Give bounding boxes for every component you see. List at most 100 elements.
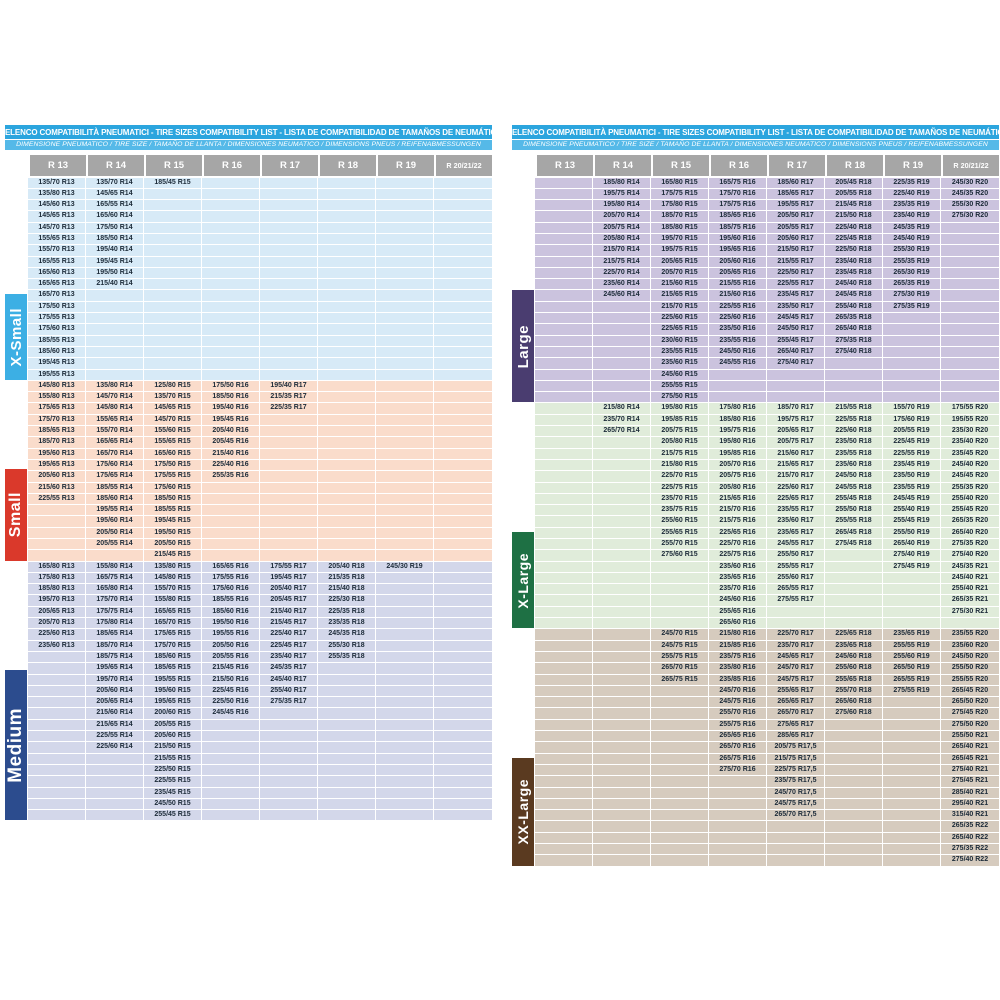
tire-size-cell [535,663,593,674]
tire-size-cell: 255/45 R20 [941,505,999,516]
tire-size-cell [535,380,593,392]
tire-size-cell: 185/45 R15 [144,177,202,188]
tire-size-cell [535,459,593,471]
tire-size-cell [376,482,434,493]
tire-size-cell [28,505,86,516]
tire-size-cell: 275/40 R22 [941,855,999,866]
tire-size-cell [941,256,999,267]
tire-size-cell: 275/35 R17 [260,697,318,708]
tire-size-cell [535,358,593,369]
table-row: 245/70 R17,5 285/40 R21 [535,787,999,798]
tire-size-cell: 195/50 R16 [202,618,260,629]
tire-size-cell: 255/50 R19 [883,527,941,538]
tire-size-cell: 175/75 R16 [709,200,767,211]
tire-size-cell [535,188,593,200]
tire-size-cell [593,380,651,392]
tire-size-cell: 245/55 R17 [767,539,825,550]
tire-size-cell [202,550,260,561]
tire-size-cell [376,493,434,505]
tire-size-cell [434,561,492,572]
tire-size-cell [825,550,883,561]
tire-size-cell [260,787,318,798]
tire-size-cell [144,369,202,380]
tire-size-cell: 205/55 R19 [883,426,941,437]
tire-size-cell [941,313,999,324]
tire-size-cell [434,482,492,493]
column-header: R 15 [146,154,202,176]
tire-size-cell [593,392,651,403]
tire-size-cell: 235/45 R15 [144,787,202,798]
tire-size-cell: 215/75 R17,5 [767,753,825,764]
tire-size-cell: 275/55 R17 [767,595,825,606]
tire-size-cell [825,584,883,595]
tire-size-cell: 195/50 R14 [86,267,144,279]
tire-size-cell: 235/60 R20 [941,640,999,651]
tire-size-cell: 265/35 R18 [825,313,883,324]
tire-size-cell: 255/35 R19 [883,256,941,267]
tire-size-cell: 225/60 R18 [825,426,883,437]
table-row: 185/80 R14 165/80 R15 165/75 R16 185/60 R17… [535,177,999,188]
section-label-column: X-Large [512,403,535,630]
tire-size-cell: 195/60 R14 [86,516,144,527]
tire-size-cell [434,346,492,358]
tire-size-cell [434,448,492,459]
tire-size-cell [28,731,86,742]
tire-size-cell [535,437,593,448]
tire-size-cell: 245/35 R18 [318,629,376,640]
tire-size-cell [535,233,593,245]
tire-size-cell [593,572,651,584]
tire-size-cell [260,245,318,256]
tire-size-cell [709,810,767,821]
tire-size-cell: 185/70 R13 [28,437,86,448]
tire-size-cell [825,787,883,798]
tire-size-cell [376,335,434,346]
tire-size-cell [376,663,434,674]
tire-size-cell: 165/75 R16 [709,177,767,188]
tire-size-cell [260,290,318,301]
column-header: R 17 [769,154,825,176]
tire-size-cell [883,324,941,335]
tire-size-cell [593,832,651,844]
tire-size-cell [767,380,825,392]
tire-size-cell: 235/80 R16 [709,663,767,674]
tire-size-cell [825,380,883,392]
tire-size-cell: 175/80 R15 [651,200,709,211]
section-rows: 215/80 R14 195/80 R15 175/80 R16 185/70 R17… [535,403,999,629]
tire-size-cell: 215/55 R18 [825,403,883,414]
tire-size-cell: 195/55 R14 [86,505,144,516]
tire-size-cell: 255/70 R15 [651,539,709,550]
tire-size-cell: 245/50 R16 [709,346,767,358]
tire-size-cell [593,606,651,618]
tire-size-cell [86,798,144,810]
tire-size-cell [535,290,593,301]
tire-size-cell [434,753,492,764]
table-row: 215/65 R14 205/55 R15 [28,719,492,731]
tire-size-cell: 175/50 R15 [144,459,202,471]
tire-size-cell: 255/60 R19 [883,651,941,663]
tire-size-cell: 215/50 R16 [202,674,260,685]
tire-size-cell: 225/60 R16 [709,313,767,324]
tire-size-cell: 175/75 R14 [86,606,144,618]
tire-size-cell [144,290,202,301]
tire-size-cell: 265/35 R19 [883,279,941,290]
tire-size-cell [260,233,318,245]
tire-size-cell [202,369,260,380]
tire-size-cell: 195/40 R17 [260,380,318,392]
tire-size-cell: 155/70 R15 [144,584,202,595]
table-row: 245/75 R17,5 295/40 R21 [535,798,999,810]
tire-size-cell: 255/75 R16 [709,719,767,731]
tire-size-cell [376,810,434,821]
section-rows: 185/80 R14 165/80 R15 165/75 R16 185/60 R17… [535,177,999,404]
tire-size-cell: 175/55 R16 [202,572,260,584]
tire-size-cell: 275/70 R16 [709,764,767,776]
tire-size-cell: 135/70 R14 [86,177,144,188]
tire-size-cell: 205/45 R18 [825,177,883,188]
tire-size-cell: 195/55 R16 [202,629,260,640]
tire-size-cell [202,505,260,516]
tire-size-cell [28,697,86,708]
table-row: 275/60 R15 225/75 R16 255/50 R17 275/40 R19… [535,550,999,561]
tire-size-cell [260,324,318,335]
tire-size-cell [434,380,492,392]
tire-size-cell [376,584,434,595]
tire-size-cell [941,335,999,346]
